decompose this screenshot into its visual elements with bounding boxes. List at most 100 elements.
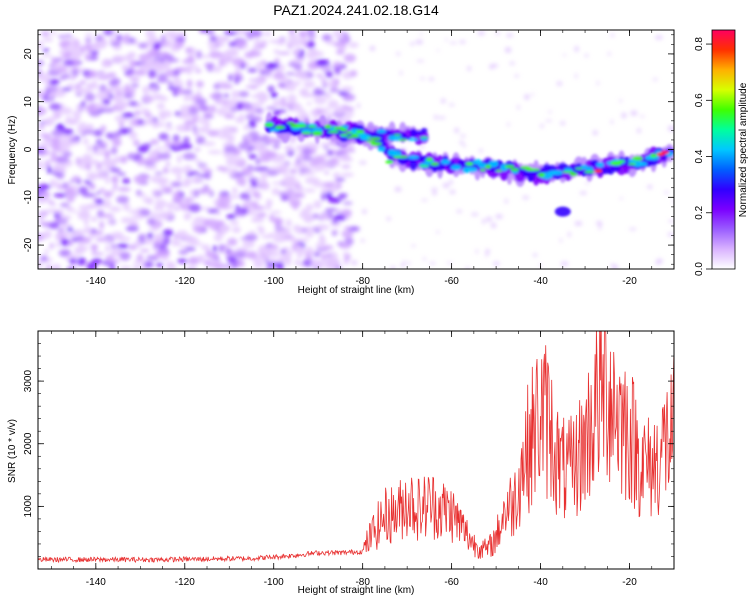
noise-blob [84,38,92,42]
noise-blob [38,261,43,269]
noise-blob [197,126,211,134]
noise-blob [204,123,211,128]
noise-blob [122,178,131,184]
noise-blob [346,116,351,121]
y-tick-label: 0 [23,146,34,152]
noise-blob [207,150,222,155]
noise-blob [58,34,65,39]
noise-blob [272,143,281,150]
ridge-blob [398,138,408,141]
sparse-noise-blob [655,262,660,265]
noise-blob [218,224,231,233]
noise-blob [110,41,122,47]
noise-blob [139,208,151,217]
ridge-blob [574,167,583,170]
ridge-blob [511,170,519,174]
noise-blob [341,230,354,238]
noise-blob [263,151,278,159]
noise-blob [46,165,52,174]
sparse-noise-blob [560,261,569,266]
noise-blob [123,92,133,99]
noise-blob [231,187,238,195]
noise-blob [186,64,200,69]
noise-blob [85,71,91,80]
sparse-noise-blob [574,46,579,52]
noise-blob [196,50,202,60]
ridge-hotspot [385,160,394,164]
noise-blob [321,187,329,194]
noise-blob [142,85,150,95]
x-tick-label: -100 [264,276,284,287]
noise-blob [51,129,64,137]
ridge-blob [410,128,417,138]
noise-blob [129,77,140,82]
ridge-blob [420,127,428,134]
noise-blob [239,236,253,241]
noise-blob [200,54,211,59]
noise-blob [112,31,120,36]
noise-blob [84,42,93,52]
signal-ridge-layer [264,111,674,217]
noise-blob [241,167,249,174]
noise-blob [162,166,169,174]
noise-blob [229,220,239,226]
noise-blob [38,69,41,75]
noise-blob [333,35,347,39]
ridge-hotspot [465,162,474,166]
noise-blob [328,197,342,204]
noise-blob [260,171,268,180]
x-tick-label: -140 [86,577,106,588]
ridge-blob [562,170,575,174]
noise-blob [183,177,193,186]
noise-blob [257,156,272,163]
noise-blob [294,57,304,65]
x-tick-label: -120 [175,577,195,588]
noise-blob [228,171,235,176]
noise-blob [208,45,217,51]
noise-blob [333,159,338,164]
noise-blob [323,182,335,188]
noise-blob [44,248,49,255]
sparse-noise-blob [402,260,406,266]
noise-blob [287,237,299,242]
noise-blob [329,88,340,93]
sparse-noise-blob [430,187,438,191]
noise-blob [199,164,208,172]
noise-blob [277,169,285,174]
noise-blob [54,181,62,189]
noise-blob [165,261,170,267]
noise-blob [307,41,315,49]
ridge-blob [355,129,365,132]
noise-blob [117,236,131,242]
noise-blob [284,145,294,152]
noise-blob [177,241,182,246]
noise-blob [38,60,45,67]
noise-blob [38,212,45,217]
sparse-noise-blob [467,66,472,71]
noise-blob [292,49,301,56]
noise-blob [298,72,308,81]
noise-blob [173,40,185,49]
noise-blob [111,138,122,147]
sparse-noise-blob [400,263,404,268]
noise-blob [75,229,85,236]
noise-blob [282,181,297,189]
ridge-blob [346,131,353,134]
noise-blob [154,146,167,150]
ridge-blob [504,164,515,169]
noise-blob [226,50,237,58]
noise-blob [265,106,276,111]
noise-blob [280,249,286,254]
noise-blob [252,167,265,172]
ridge-blob [378,132,385,142]
noise-blob [342,32,349,37]
noise-blob [306,246,313,254]
noise-blob [113,95,121,101]
noise-blob [316,73,323,78]
noise-blob [61,249,70,256]
noise-blob [98,150,106,156]
noise-blob [105,132,113,139]
sparse-noise-blob [390,266,396,269]
noise-blob [303,112,309,120]
